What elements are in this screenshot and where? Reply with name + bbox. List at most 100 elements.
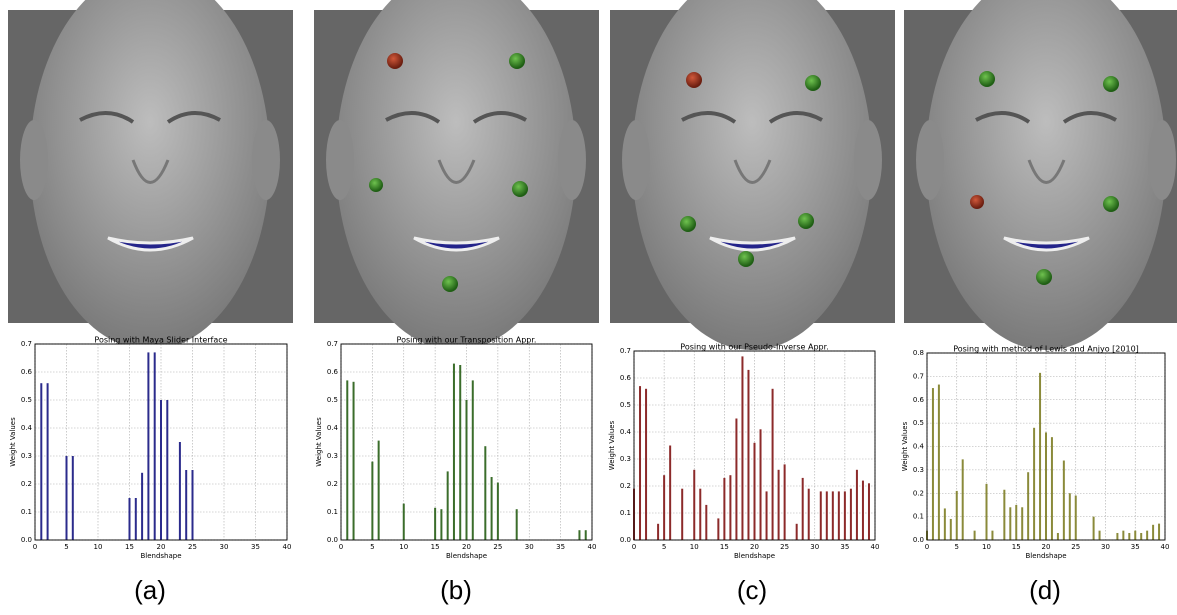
y-tick-label: 0.6: [913, 396, 925, 404]
bar: [832, 491, 834, 540]
y-tick-label: 0.2: [620, 482, 631, 490]
bar: [135, 498, 137, 540]
bar: [974, 531, 976, 540]
y-tick-label: 0.8: [913, 349, 924, 357]
bar: [693, 470, 695, 540]
bar: [40, 383, 42, 540]
bar: [66, 456, 68, 540]
y-tick-label: 0.5: [327, 396, 338, 404]
bar: [1075, 496, 1077, 540]
x-tick-label: 10: [94, 543, 103, 551]
bar: [1134, 531, 1136, 540]
y-tick-label: 0.3: [21, 452, 32, 460]
y-tick-label: 0.3: [327, 452, 338, 460]
y-tick-label: 0.1: [620, 509, 631, 517]
y-tick-label: 0.4: [913, 443, 925, 451]
bar: [491, 477, 493, 540]
bar: [1099, 531, 1101, 540]
face-render: [8, 0, 293, 350]
y-tick-label: 0.3: [913, 466, 924, 474]
bar: [729, 475, 731, 540]
bar: [378, 441, 380, 540]
x-tick-label: 5: [370, 543, 374, 551]
bar: [956, 491, 958, 540]
x-tick-label: 40: [283, 543, 292, 551]
y-tick-label: 0.2: [327, 480, 338, 488]
y-tick-label: 0.0: [620, 536, 631, 544]
bar: [717, 518, 719, 540]
bar: [705, 505, 707, 540]
y-tick-label: 0.4: [327, 424, 339, 432]
y-tick-label: 0.6: [620, 374, 632, 382]
figure: 0.00.10.20.30.40.50.60.70510152025303540…: [0, 0, 1177, 615]
x-tick-label: 35: [1131, 543, 1140, 551]
y-tick-label: 0.1: [21, 508, 32, 516]
y-tick-label: 0.5: [21, 396, 32, 404]
y-tick-label: 0.6: [327, 368, 339, 376]
bar: [986, 484, 988, 540]
bar: [1033, 428, 1035, 540]
bar: [1057, 533, 1059, 540]
bar: [1021, 507, 1023, 540]
bar: [459, 365, 461, 540]
panel-caption: (c): [737, 575, 767, 605]
y-tick-label: 0.2: [21, 480, 32, 488]
bar: [447, 471, 449, 540]
chart-panel: 0.00.10.20.30.40.50.60.70510152025303540…: [315, 336, 596, 605]
bar: [1027, 472, 1029, 540]
y-tick-label: 0.0: [21, 536, 32, 544]
bar: [681, 489, 683, 540]
bar: [371, 462, 373, 540]
face-render: [904, 0, 1177, 350]
x-tick-label: 15: [720, 543, 729, 551]
bar: [669, 446, 671, 541]
bar: [1146, 531, 1148, 540]
bar: [353, 382, 355, 540]
x-tick-label: 25: [493, 543, 502, 551]
bar: [434, 508, 436, 540]
x-tick-label: 5: [955, 543, 959, 551]
x-axis-label: Blendshape: [734, 552, 775, 560]
x-tick-label: 15: [125, 543, 134, 551]
bar: [932, 388, 934, 540]
bar: [585, 530, 587, 540]
bar: [754, 443, 756, 540]
bar: [497, 483, 499, 540]
bar: [403, 504, 405, 540]
bar: [484, 446, 486, 540]
bar: [850, 489, 852, 540]
x-axis-label: Blendshape: [140, 552, 181, 560]
x-tick-label: 25: [1071, 543, 1080, 551]
face-render: [610, 0, 895, 350]
y-axis-label: Weight Values: [608, 420, 616, 470]
bar: [962, 459, 964, 540]
bar: [796, 524, 798, 540]
y-tick-label: 0.6: [21, 368, 33, 376]
bar: [938, 385, 940, 540]
x-tick-label: 0: [632, 543, 636, 551]
bar: [991, 531, 993, 540]
x-tick-label: 30: [1101, 543, 1110, 551]
x-tick-label: 15: [1012, 543, 1021, 551]
bar: [141, 473, 143, 540]
bar: [723, 478, 725, 540]
bar: [657, 524, 659, 540]
chart-title: Posing with method of Lewis and Anjyo [2…: [953, 345, 1139, 354]
x-tick-label: 0: [33, 543, 37, 551]
x-tick-label: 15: [431, 543, 440, 551]
x-tick-label: 30: [525, 543, 534, 551]
x-tick-label: 35: [840, 543, 849, 551]
chart-title: Posing with Maya Slider Interface: [94, 336, 227, 345]
bar: [192, 470, 194, 540]
bar: [856, 470, 858, 540]
bar: [179, 442, 181, 540]
bar: [826, 491, 828, 540]
x-tick-label: 40: [1161, 543, 1170, 551]
bar: [747, 370, 749, 540]
x-tick-label: 30: [810, 543, 819, 551]
x-tick-label: 20: [750, 543, 759, 551]
x-tick-label: 25: [188, 543, 197, 551]
bar: [772, 389, 774, 540]
y-tick-label: 0.5: [913, 419, 924, 427]
x-tick-label: 10: [399, 543, 408, 551]
